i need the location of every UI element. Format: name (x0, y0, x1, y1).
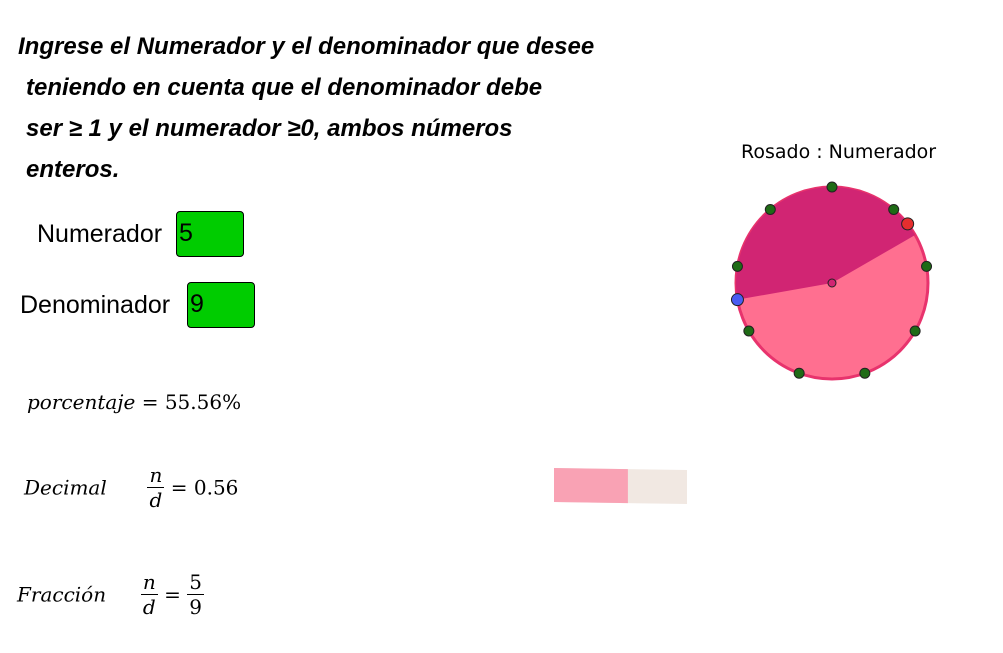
pie-division-points (730, 181, 933, 379)
percentage-formula: porcentaje = 55.56% (27, 390, 241, 414)
decimal-value: 0.56 (193, 475, 239, 500)
progress-bar (554, 468, 687, 504)
denominator-label: Denominador (20, 291, 171, 319)
pie-division-point (921, 260, 933, 272)
fraction-denominator-value: 9 (189, 595, 202, 619)
pie-division-point (764, 203, 776, 215)
instructions-line-2: teniendo en cuenta que el denominador de… (26, 74, 543, 101)
decimal-fraction: n d (147, 463, 165, 512)
fraction-numerator-value: 5 (187, 570, 204, 595)
fraction-symbols: n d (140, 570, 158, 619)
fraction-formula: Fracción n d = 5 9 (17, 570, 204, 619)
pie-division-point (743, 325, 755, 337)
pie-end-point (730, 293, 744, 307)
instructions-line-4: enteros. (26, 156, 120, 183)
fraction-pie (730, 181, 933, 381)
decimal-numerator-symbol: n (147, 463, 165, 488)
instructions-line-1: Ingrese el Numerador y el denominador qu… (18, 33, 595, 60)
decimal-formula: Decimal n d = 0.56 (24, 463, 238, 512)
decimal-denominator-symbol: d (149, 488, 163, 512)
instructions-text: Ingrese el Numerador y el denominador qu… (18, 26, 718, 190)
numerator-label: Numerador (37, 220, 163, 248)
fraction-values: 5 9 (187, 570, 204, 619)
pie-caption: Rosado : Numerador (741, 141, 937, 163)
fraction-equals: = (164, 582, 181, 607)
decimal-equals: = (170, 475, 188, 500)
pie-center-point (827, 278, 837, 288)
pie-division-point (793, 367, 805, 379)
fraction-label: Fracción (17, 582, 107, 607)
denominator-input[interactable]: 9 (187, 282, 255, 328)
pie-division-point (859, 367, 871, 379)
instructions-line-3: ser ≥ 1 y el numerador ≥0, ambos números (26, 115, 513, 142)
progress-bar-fill (554, 468, 628, 504)
percentage-value: 55.56% (164, 390, 242, 414)
pie-start-point (901, 217, 915, 231)
percentage-equals: = (141, 390, 159, 414)
pie-numerator-slice (736, 186, 916, 300)
fraction-numerator-symbol: n (140, 570, 158, 595)
pie-division-point (731, 260, 743, 272)
pie-division-point (888, 203, 900, 215)
pie-division-point (826, 181, 838, 193)
numerator-input[interactable]: 5 (176, 211, 244, 257)
percentage-label: porcentaje (27, 390, 136, 414)
fraction-denominator-symbol: d (142, 595, 156, 619)
pie-division-point (909, 325, 921, 337)
decimal-label: Decimal (24, 475, 107, 500)
